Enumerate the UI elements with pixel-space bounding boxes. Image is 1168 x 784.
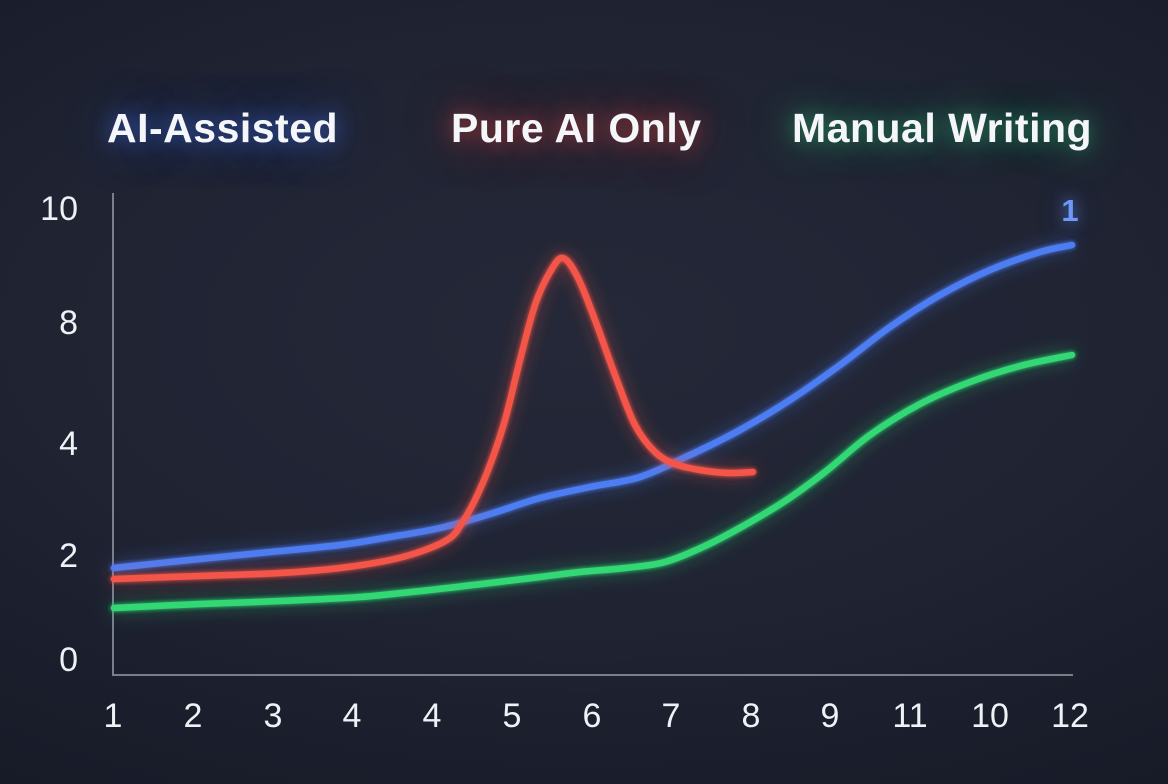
x-tick-label: 9 <box>820 697 840 735</box>
series-line-ai-assisted <box>110 241 1076 572</box>
y-tick-label: 0 <box>59 641 78 679</box>
y-tick-label: 4 <box>59 425 78 463</box>
x-tick-label: 7 <box>661 697 681 735</box>
x-tick-label: 5 <box>502 697 522 735</box>
x-tick-label: 3 <box>263 697 283 735</box>
x-tick-label: 1 <box>103 697 123 735</box>
axis-lines <box>112 193 1073 676</box>
y-tick-label: 10 <box>40 190 78 228</box>
x-tick-label: 4 <box>342 697 362 735</box>
x-tick-label: 2 <box>183 697 203 735</box>
x-tick-label: 11 <box>892 697 928 735</box>
legend-item-pure-ai-only: Pure AI Only <box>451 105 702 151</box>
legend-item-ai-assisted: AI-Assisted <box>107 105 339 151</box>
x-tick-label: 10 <box>971 697 1009 735</box>
x-tick-label: 6 <box>582 697 602 735</box>
y-tick-label: 8 <box>59 304 78 342</box>
legend-item-manual-writing: Manual Writing <box>792 105 1093 151</box>
series-line-pure-ai-only <box>110 254 757 583</box>
series-line-manual-writing <box>110 351 1076 612</box>
x-tick-label: 8 <box>741 697 761 735</box>
x-tick-label: 12 <box>1051 697 1089 735</box>
y-tick-label: 2 <box>59 537 78 575</box>
x-tick-label: 4 <box>422 697 442 735</box>
series-end-label: 1 <box>1061 193 1079 228</box>
